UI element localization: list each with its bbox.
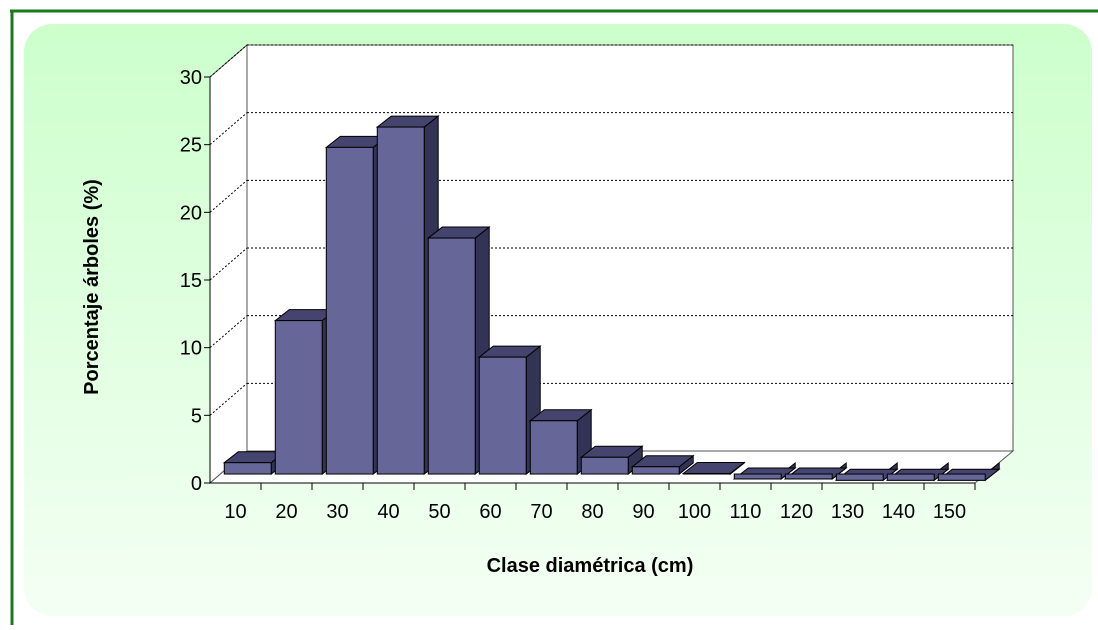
x-tick-label: 40 bbox=[377, 501, 399, 523]
grid-line bbox=[209, 112, 248, 146]
bar-front bbox=[325, 146, 374, 475]
bar bbox=[579, 445, 644, 476]
x-tick-label: 100 bbox=[678, 501, 711, 523]
bar-front bbox=[274, 320, 323, 475]
x-axis-title: Clase diamétrica (cm) bbox=[487, 555, 694, 577]
x-tick-label: 120 bbox=[780, 501, 813, 523]
bar-front bbox=[733, 473, 782, 480]
bar bbox=[528, 408, 593, 476]
y-tick-label: 10 bbox=[180, 338, 202, 360]
y-tick-label: 0 bbox=[191, 473, 202, 495]
bar-front bbox=[682, 473, 731, 475]
x-tick-label: 10 bbox=[224, 501, 246, 523]
bar-front bbox=[529, 420, 578, 475]
bar bbox=[681, 461, 746, 476]
bar-front bbox=[376, 126, 425, 475]
bar-front bbox=[886, 473, 935, 481]
x-tick-label: 110 bbox=[730, 501, 762, 523]
x-tick-label: 50 bbox=[428, 501, 450, 523]
bar-front bbox=[427, 237, 476, 475]
bar bbox=[783, 462, 848, 480]
y-tick-label: 20 bbox=[180, 202, 202, 224]
grid-line bbox=[209, 44, 248, 78]
x-tick-label: 70 bbox=[530, 501, 552, 523]
grid-line bbox=[209, 179, 248, 213]
y-tick-label: 15 bbox=[180, 270, 202, 292]
bar bbox=[477, 345, 542, 476]
bar-front bbox=[631, 466, 680, 475]
x-tick-label: 20 bbox=[275, 501, 297, 523]
x-tick-label: 30 bbox=[326, 501, 348, 523]
grid-line bbox=[209, 382, 248, 416]
x-tick-label: 150 bbox=[933, 501, 966, 523]
y-tick-label: 30 bbox=[180, 67, 202, 89]
bar bbox=[732, 462, 797, 480]
bar-front bbox=[835, 473, 884, 481]
bar-front bbox=[937, 473, 986, 481]
grid-line bbox=[209, 315, 248, 349]
y-tick-label: 25 bbox=[180, 135, 202, 157]
bar bbox=[936, 462, 1001, 482]
chart: Clase diamétrica (cm) Porcentaje árboles… bbox=[81, 43, 1015, 577]
bar-front bbox=[784, 473, 833, 480]
bar bbox=[834, 462, 899, 482]
x-tick-label: 90 bbox=[632, 501, 654, 523]
x-tick-label: 60 bbox=[479, 501, 501, 523]
x-tick-label: 80 bbox=[581, 501, 603, 523]
bar-front bbox=[580, 456, 629, 475]
x-tick-label: 140 bbox=[882, 501, 915, 523]
y-axis-title: Porcentaje árboles (%) bbox=[81, 179, 103, 395]
grid-line bbox=[209, 247, 248, 281]
y-tick-label: 5 bbox=[191, 405, 202, 427]
bar bbox=[885, 462, 950, 482]
x-tick-label: 130 bbox=[831, 501, 864, 523]
bar-front bbox=[478, 356, 527, 475]
bar bbox=[630, 454, 695, 476]
bar-front bbox=[223, 462, 272, 475]
